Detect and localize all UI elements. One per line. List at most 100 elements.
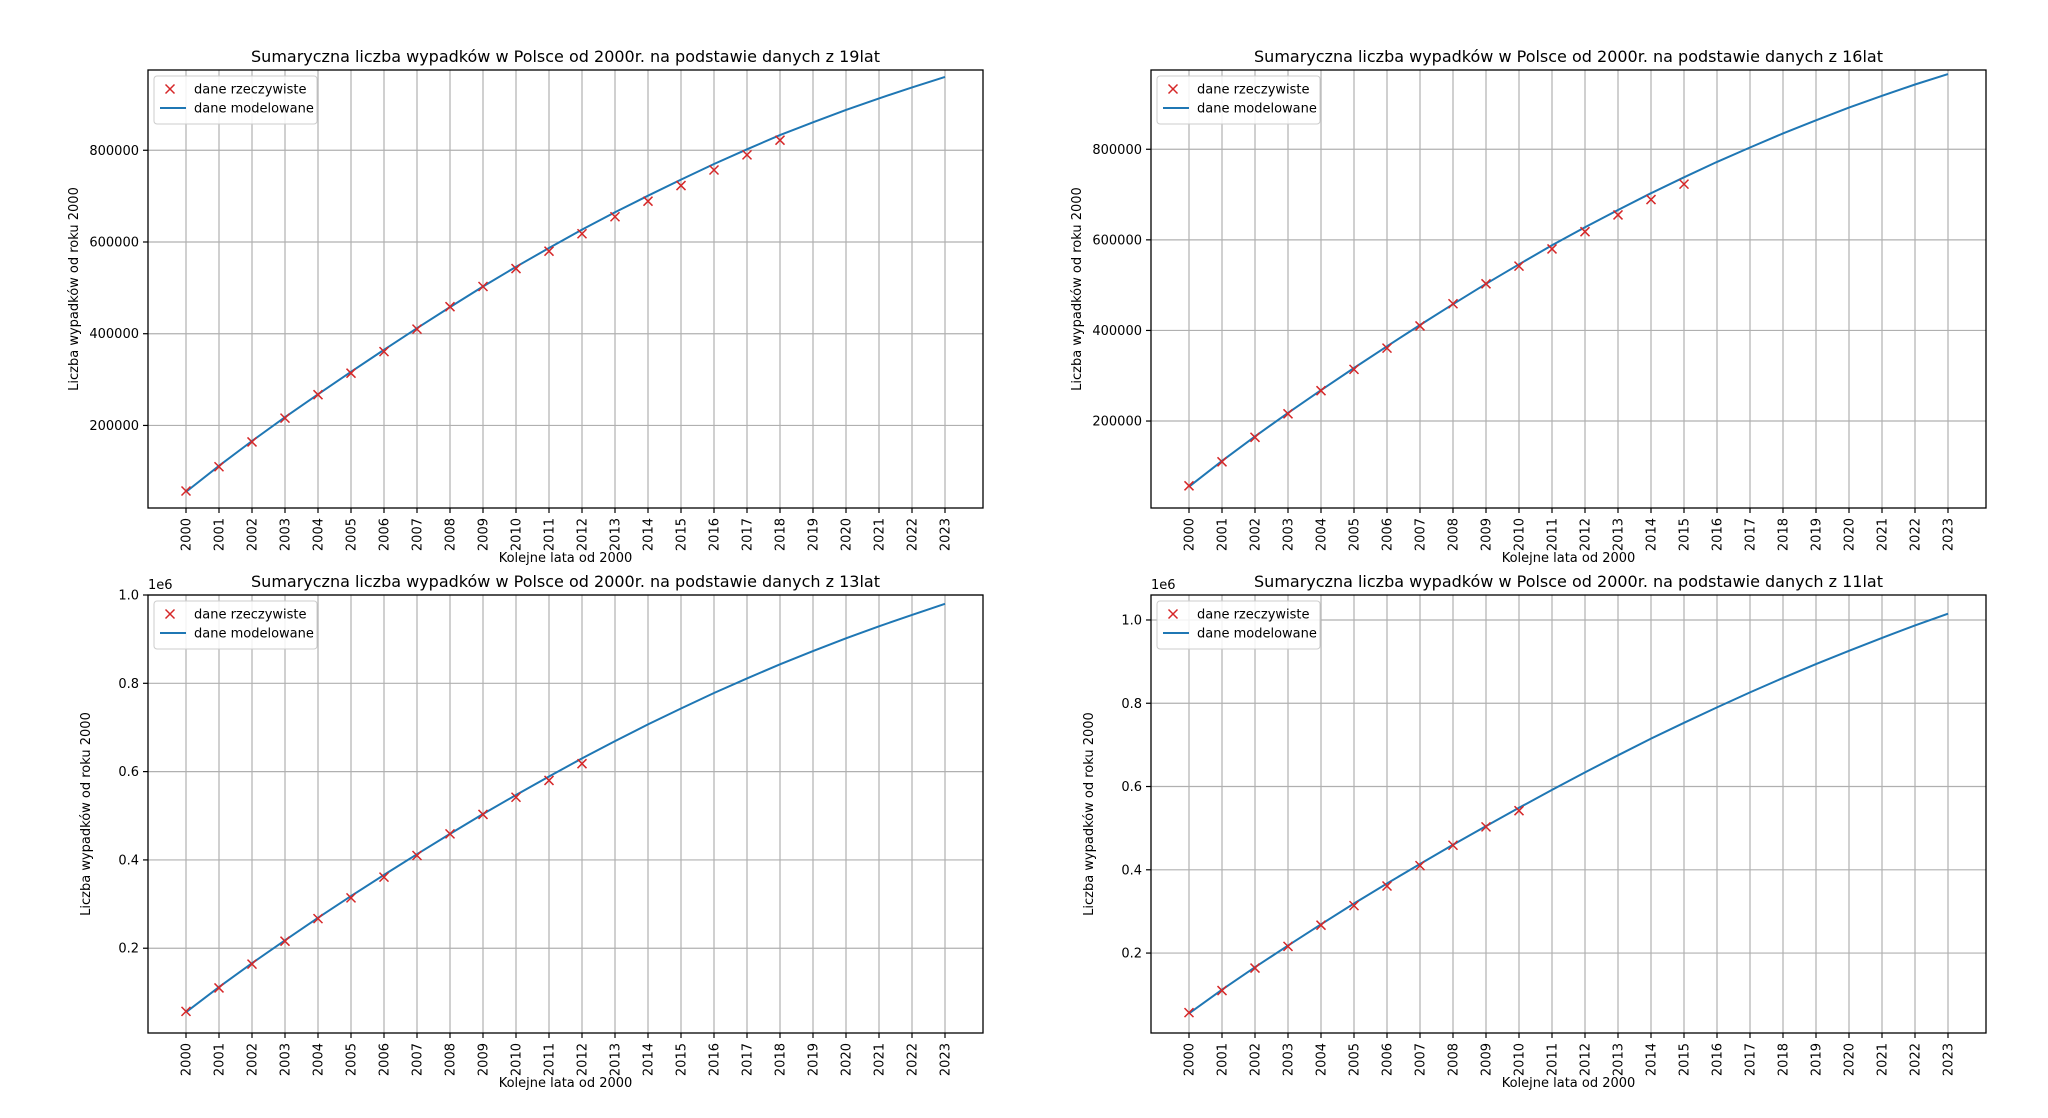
x-tick-label: 2010 — [510, 518, 525, 551]
data-point-marker — [576, 228, 588, 239]
chart-title: Sumaryczna liczba wypadków w Polsce od 2… — [251, 572, 880, 591]
marker-stroke — [1282, 941, 1294, 952]
x-tick-label: 2007 — [1414, 518, 1429, 551]
data-point-marker — [510, 792, 522, 803]
data-point-marker — [279, 413, 291, 424]
data-point-marker — [477, 281, 489, 292]
data-point-marker — [543, 775, 555, 786]
x-tick-label: 2014 — [1645, 1043, 1660, 1076]
data-point-marker — [1414, 860, 1426, 871]
x-tick-label: 2002 — [246, 518, 261, 551]
marker-stroke — [609, 211, 621, 222]
x-tick-label: 2000 — [180, 1043, 195, 1076]
x-tick-label: 2003 — [1282, 1043, 1297, 1076]
y-tick-label: 0.6 — [1121, 780, 1142, 795]
x-tick-label: 2017 — [1744, 1043, 1759, 1076]
marker-stroke — [1447, 298, 1459, 309]
axes-frame — [147, 594, 984, 1034]
x-tick-label: 2000 — [1183, 1043, 1198, 1076]
x-tick-label: 2007 — [411, 1043, 426, 1076]
data-point-marker — [1348, 364, 1360, 375]
marker-stroke — [708, 164, 720, 176]
data-point-marker — [1447, 840, 1459, 851]
legend-label-modeled: dane modelowane — [194, 102, 314, 117]
data-point-marker — [1249, 432, 1261, 443]
y-tick-label: 0.8 — [1121, 697, 1142, 712]
data-point-marker — [1480, 821, 1492, 832]
axes-frame — [147, 69, 984, 509]
marker-stroke — [576, 758, 588, 769]
y-tick-label: 0.8 — [118, 677, 139, 692]
marker-stroke — [543, 775, 555, 786]
marker-stroke — [1167, 608, 1179, 620]
data-point-marker — [1645, 194, 1657, 205]
marker-stroke — [180, 1006, 192, 1017]
marker-stroke — [774, 135, 786, 146]
data-point-marker — [411, 324, 423, 335]
data-point-marker — [411, 850, 423, 861]
data-point-marker — [378, 346, 390, 357]
chart-title: Sumaryczna liczba wypadków w Polsce od 2… — [1254, 572, 1883, 591]
x-tick-label: 2009 — [1480, 1043, 1495, 1076]
legend-label-actual: dane rzeczywiste — [194, 608, 307, 623]
x-tick-label: 2018 — [774, 1043, 789, 1076]
x-tick-label: 2021 — [873, 518, 888, 551]
x-tick-label: 2021 — [1876, 1043, 1891, 1076]
y-tick-label: 0.2 — [118, 942, 139, 957]
x-tick-label: 2009 — [477, 1043, 492, 1076]
data-point-marker — [774, 135, 786, 146]
x-tick-label: 2004 — [312, 518, 327, 551]
data-point-marker — [345, 892, 357, 903]
marker-stroke — [1249, 963, 1261, 974]
data-point-marker — [345, 368, 357, 379]
x-tick-label: 2008 — [444, 1043, 459, 1076]
data-point-marker — [1480, 278, 1492, 289]
x-tick-label: 2008 — [444, 518, 459, 551]
x-tick-label: 2015 — [675, 518, 690, 551]
data-point-marker — [1183, 480, 1195, 491]
x-tick-label: 2021 — [873, 1043, 888, 1076]
marker-stroke — [1315, 385, 1327, 396]
marker-stroke — [1480, 821, 1492, 832]
marker-stroke — [1678, 179, 1690, 190]
data-point-marker — [642, 196, 654, 207]
x-tick-label: 2023 — [1942, 518, 1957, 551]
data-point-marker — [1216, 456, 1228, 467]
legend-label-modeled: dane modelowane — [1197, 627, 1317, 642]
marker-stroke — [246, 959, 258, 970]
marker-stroke — [279, 936, 291, 947]
data-point-marker — [312, 389, 324, 400]
x-tick-label: 2012 — [1579, 1043, 1594, 1076]
x-tick-label: 2011 — [1546, 1043, 1561, 1076]
marker-stroke — [213, 461, 225, 472]
x-tick-label: 2010 — [510, 1043, 525, 1076]
y-tick-label: 800000 — [89, 144, 139, 159]
data-point-marker — [1546, 243, 1558, 254]
chart-panel-4: 2000 2001 2002 2003 2004 2005 2006 2007 2008 2009… — [1082, 572, 1987, 1091]
data-point-marker — [477, 809, 489, 820]
marker-stroke — [1612, 209, 1624, 220]
legend-marker-x — [1167, 83, 1179, 95]
x-tick-label: 2005 — [345, 1043, 360, 1076]
chart-title: Sumaryczna liczba wypadków w Polsce od 2… — [1254, 47, 1883, 66]
y-tick-label: 200000 — [1092, 415, 1142, 430]
x-tick-label: 2010 — [1513, 1043, 1528, 1076]
marker-stroke — [1315, 920, 1327, 931]
data-point-marker — [1381, 343, 1393, 354]
x-tick-label: 2022 — [906, 1043, 921, 1076]
x-tick-label: 2009 — [1480, 518, 1495, 551]
data-point-marker — [1678, 179, 1690, 190]
data-point-marker — [1348, 900, 1360, 911]
x-tick-label: 2015 — [1678, 1043, 1693, 1076]
series-line-1 — [1188, 612, 1949, 1015]
x-tick-label: 2011 — [543, 1043, 558, 1076]
x-tick-label: 2000 — [180, 518, 195, 551]
legend: dane rzeczywiste dane modelowane — [153, 600, 318, 650]
marker-stroke — [1480, 278, 1492, 289]
axes-frame — [1150, 69, 1987, 509]
x-tick-label: 2017 — [741, 518, 756, 551]
x-tick-label: 2017 — [1744, 518, 1759, 551]
data-point-marker — [279, 936, 291, 947]
data-point-marker — [1612, 209, 1624, 220]
legend: dane rzeczywiste dane modelowane — [1156, 600, 1321, 650]
